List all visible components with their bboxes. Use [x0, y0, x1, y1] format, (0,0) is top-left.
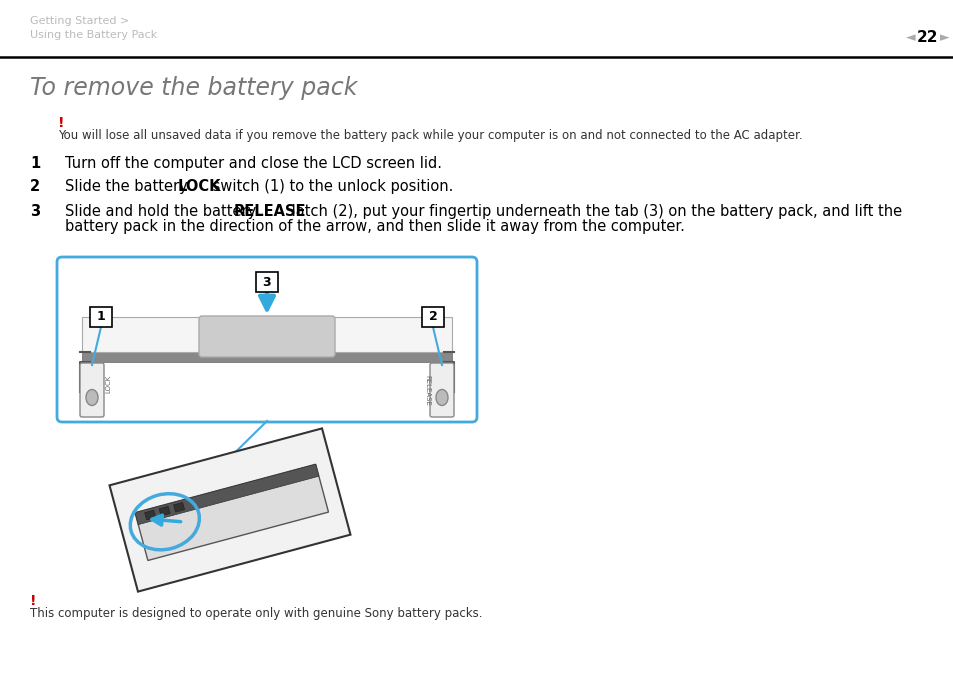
Polygon shape: [173, 503, 184, 512]
Text: 22: 22: [916, 30, 938, 46]
FancyBboxPatch shape: [57, 257, 476, 422]
Text: LOCK: LOCK: [105, 375, 111, 393]
Text: Slide the battery: Slide the battery: [65, 179, 193, 194]
Text: Turn off the computer and close the LCD screen lid.: Turn off the computer and close the LCD …: [65, 156, 441, 171]
Text: RELEASE: RELEASE: [423, 375, 430, 406]
Text: ◄: ◄: [905, 32, 915, 44]
Bar: [90, 307, 112, 327]
Text: !: !: [58, 116, 65, 130]
Text: Using the Battery Pack: Using the Battery Pack: [30, 30, 157, 40]
Bar: [421, 307, 443, 327]
Text: To remove the battery pack: To remove the battery pack: [30, 76, 357, 100]
Text: 1: 1: [96, 311, 105, 324]
Text: 3: 3: [262, 276, 271, 288]
Text: 2: 2: [428, 311, 436, 324]
Text: 1: 1: [30, 156, 40, 171]
Polygon shape: [135, 464, 318, 524]
Polygon shape: [159, 506, 170, 516]
Text: Slide and hold the battery: Slide and hold the battery: [65, 204, 260, 219]
Text: This computer is designed to operate only with genuine Sony battery packs.: This computer is designed to operate onl…: [30, 607, 482, 620]
Bar: [82, 352, 452, 362]
FancyBboxPatch shape: [199, 316, 335, 357]
Polygon shape: [135, 464, 328, 561]
Polygon shape: [145, 510, 155, 520]
Text: battery pack in the direction of the arrow, and then slide it away from the comp: battery pack in the direction of the arr…: [65, 220, 684, 235]
Polygon shape: [110, 429, 350, 592]
Text: Getting Started >: Getting Started >: [30, 16, 129, 26]
FancyBboxPatch shape: [80, 363, 104, 417]
Ellipse shape: [436, 390, 448, 406]
Text: ►: ►: [939, 32, 948, 44]
Ellipse shape: [86, 390, 98, 406]
Text: LOCK: LOCK: [177, 179, 221, 194]
Text: 3: 3: [30, 204, 40, 219]
Bar: [255, 272, 277, 292]
Text: switch (1) to the unlock position.: switch (1) to the unlock position.: [208, 179, 453, 194]
FancyBboxPatch shape: [430, 363, 454, 417]
Text: 2: 2: [30, 179, 40, 194]
Text: latch (2), put your fingertip underneath the tab (3) on the battery pack, and li: latch (2), put your fingertip underneath…: [286, 204, 901, 219]
Text: !: !: [30, 594, 36, 608]
Text: You will lose all unsaved data if you remove the battery pack while your compute: You will lose all unsaved data if you re…: [58, 129, 801, 142]
Bar: [82, 317, 452, 352]
Text: RELEASE: RELEASE: [233, 204, 306, 219]
